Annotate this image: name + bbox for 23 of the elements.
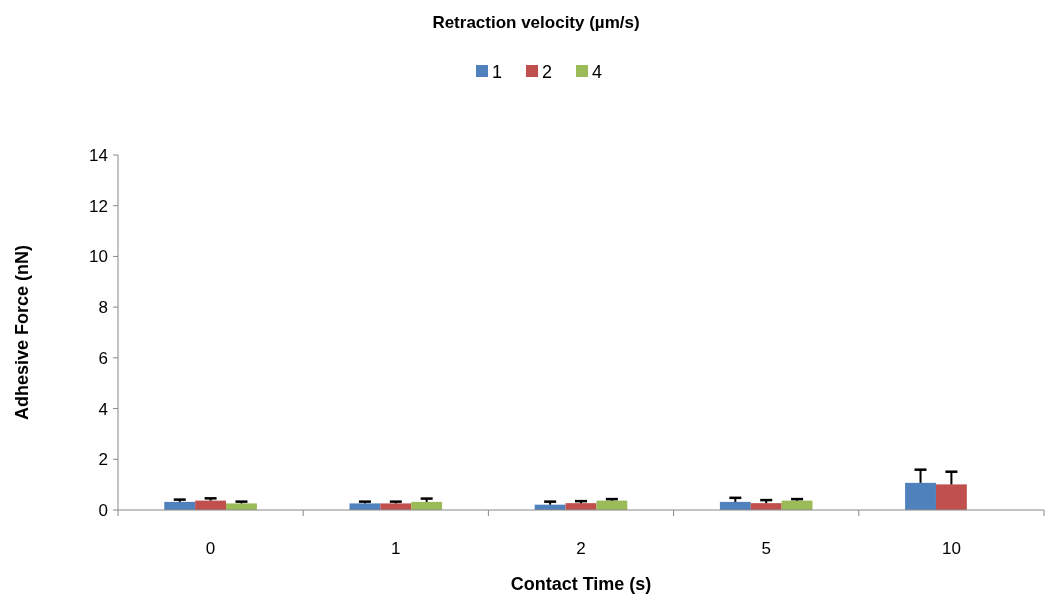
y-axis-title: Adhesive Force (nN) (12, 244, 32, 421)
legend-title: Retraction velocity (µm/s) (432, 13, 640, 32)
y-tick-label: 12 (89, 196, 108, 216)
legend-label: 2 (542, 62, 553, 82)
y-tick-label: 6 (98, 348, 108, 368)
bar (380, 503, 412, 510)
y-tick-label: 2 (98, 450, 108, 470)
x-tick-label: 2 (576, 539, 586, 558)
legend-label: 1 (492, 62, 503, 82)
bar (905, 482, 936, 510)
x-tick-label: 5 (761, 539, 771, 558)
x-axis-title: Contact Time (s) (510, 574, 652, 594)
y-tick-label: 4 (98, 399, 108, 419)
y-tick-label: 8 (98, 298, 108, 318)
x-tick-label: 10 (941, 539, 961, 558)
bar (935, 484, 967, 510)
bar (226, 503, 257, 510)
y-tick-label: 0 (98, 500, 108, 520)
y-tick-label: 10 (89, 247, 108, 267)
y-tick-label: 14 (89, 145, 108, 165)
x-tick-label: 0 (205, 539, 216, 558)
x-tick-label: 1 (391, 539, 401, 558)
legend-label: 4 (592, 62, 603, 82)
